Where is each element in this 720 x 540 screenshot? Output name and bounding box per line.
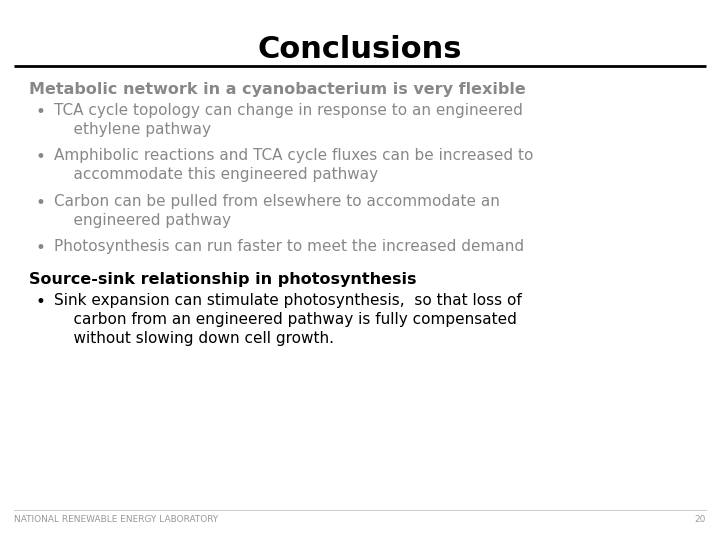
Text: •: •	[36, 194, 46, 212]
Text: Metabolic network in a cyanobacterium is very flexible: Metabolic network in a cyanobacterium is…	[29, 82, 526, 97]
Text: Photosynthesis can run faster to meet the increased demand: Photosynthesis can run faster to meet th…	[54, 239, 524, 254]
Text: •: •	[36, 239, 46, 258]
Text: Conclusions: Conclusions	[258, 35, 462, 64]
Text: NATIONAL RENEWABLE ENERGY LABORATORY: NATIONAL RENEWABLE ENERGY LABORATORY	[14, 515, 219, 524]
Text: Source-sink relationship in photosynthesis: Source-sink relationship in photosynthes…	[29, 272, 416, 287]
Text: TCA cycle topology can change in response to an engineered
    ethylene pathway: TCA cycle topology can change in respons…	[54, 103, 523, 137]
Text: •: •	[36, 148, 46, 166]
Text: Amphibolic reactions and TCA cycle fluxes can be increased to
    accommodate th: Amphibolic reactions and TCA cycle fluxe…	[54, 148, 534, 183]
Text: Sink expansion can stimulate photosynthesis,  so that loss of
    carbon from an: Sink expansion can stimulate photosynthe…	[54, 293, 522, 346]
Text: Carbon can be pulled from elsewhere to accommodate an
    engineered pathway: Carbon can be pulled from elsewhere to a…	[54, 194, 500, 228]
Text: •: •	[36, 293, 46, 311]
Text: •: •	[36, 103, 46, 120]
Text: 20: 20	[694, 515, 706, 524]
